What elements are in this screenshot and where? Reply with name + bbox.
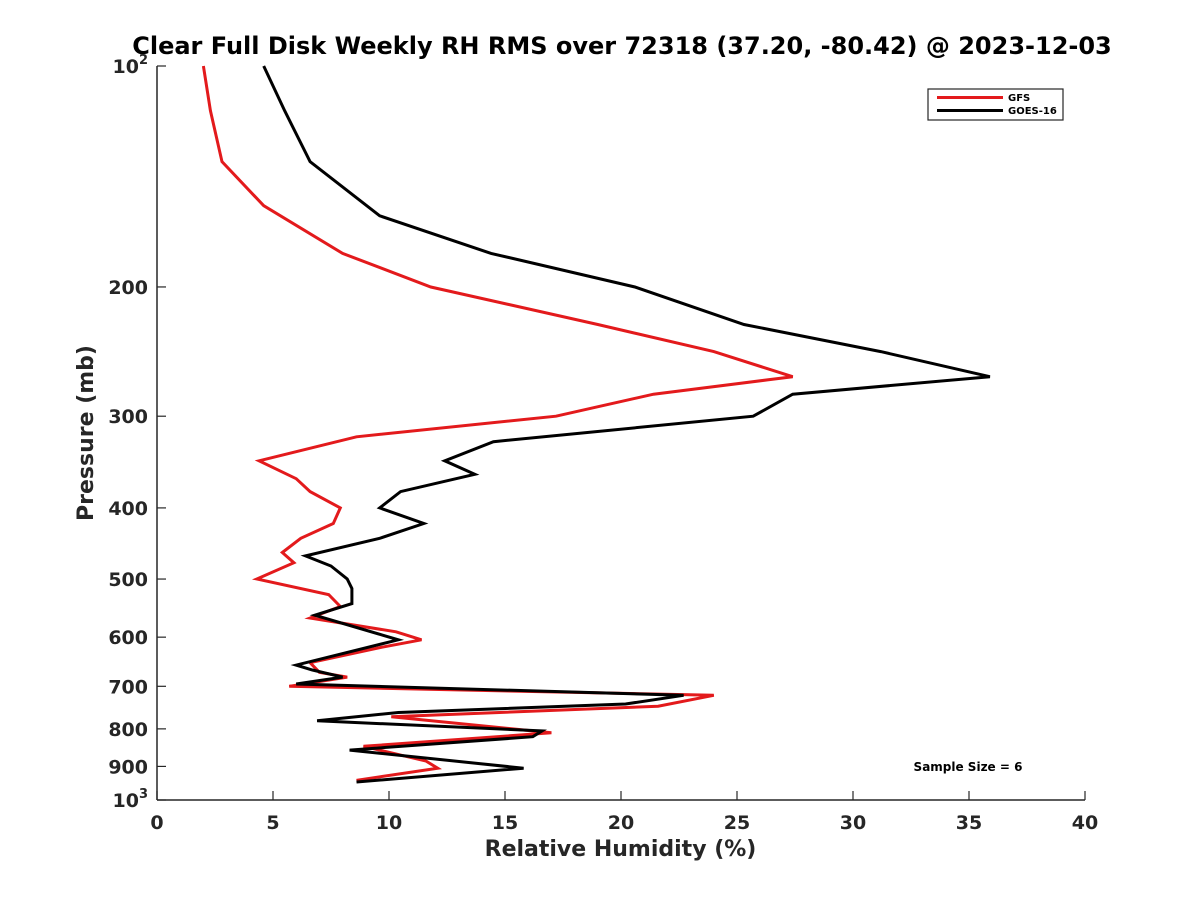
x-tick-label: 35 [956,812,982,834]
legend-label: GOES-16 [1008,106,1057,117]
y-tick-label: 700 [108,676,148,698]
y-tick-label: 900 [108,756,148,778]
plot-area [156,66,1085,801]
legend-box [927,88,1064,121]
x-tick-label: 30 [840,812,866,834]
x-tick-label: 10 [376,812,402,834]
y-tick-label: 500 [108,569,148,591]
legend-label: GFS [1008,93,1030,104]
axis-ticks: 0 5 10 15 20 25 30 35 40 102 200 300 400 500 600 700 800… [108,53,1098,834]
x-tick-label: 0 [150,812,163,834]
series-line-goes-16 [262,65,991,784]
x-tick-label: 15 [492,812,518,834]
y-tick-label: 300 [108,406,148,428]
x-tick-label: 20 [608,812,634,834]
x-axis-label: Relative Humidity (%) [485,837,757,862]
y-tick-label: 200 [108,277,148,299]
y-tick-label: 400 [108,498,148,520]
legend: GFS GOES-16 [927,88,1064,121]
series-line-gfs [201,65,794,782]
y-tick-label: 600 [108,627,148,649]
y-tick-label: 102 [113,53,149,78]
x-tick-label: 5 [266,812,279,834]
sample-size-annotation: Sample Size = 6 [914,760,1023,774]
y-axis-label: Pressure (mb) [74,345,99,521]
series-layer [201,65,991,784]
x-tick-label: 40 [1072,812,1098,834]
chart-title: Clear Full Disk Weekly RH RMS over 72318… [132,32,1112,60]
y-tick-label: 103 [113,787,149,812]
y-tick-label: 800 [108,719,148,741]
x-tick-label: 25 [724,812,750,834]
